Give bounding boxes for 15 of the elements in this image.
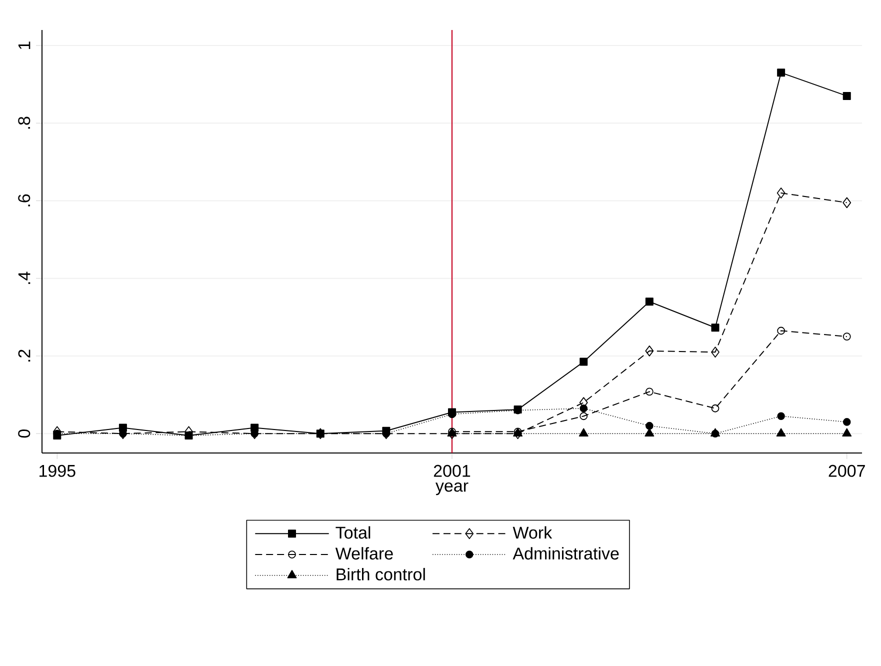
y-tick-label: .8 — [18, 116, 30, 129]
y-tick-label: .6 — [18, 194, 30, 206]
x-axis-title: year — [436, 482, 468, 496]
x-tick-label: 2007 — [828, 464, 865, 477]
legend-label: Administrative — [512, 547, 619, 560]
legend-label: Birth control — [336, 568, 425, 580]
y-tick-label: 1 — [18, 42, 30, 49]
y-tick-label: .2 — [18, 350, 30, 362]
x-tick-label: 2001 — [434, 464, 470, 477]
y-tick-label: .4 — [18, 272, 30, 284]
x-tick-label: 1995 — [40, 464, 76, 477]
legend-label: Welfare — [335, 547, 393, 560]
legend-label: Total — [336, 526, 370, 539]
legend-label: Work — [512, 526, 552, 539]
y-tick-label: 0 — [18, 430, 30, 438]
